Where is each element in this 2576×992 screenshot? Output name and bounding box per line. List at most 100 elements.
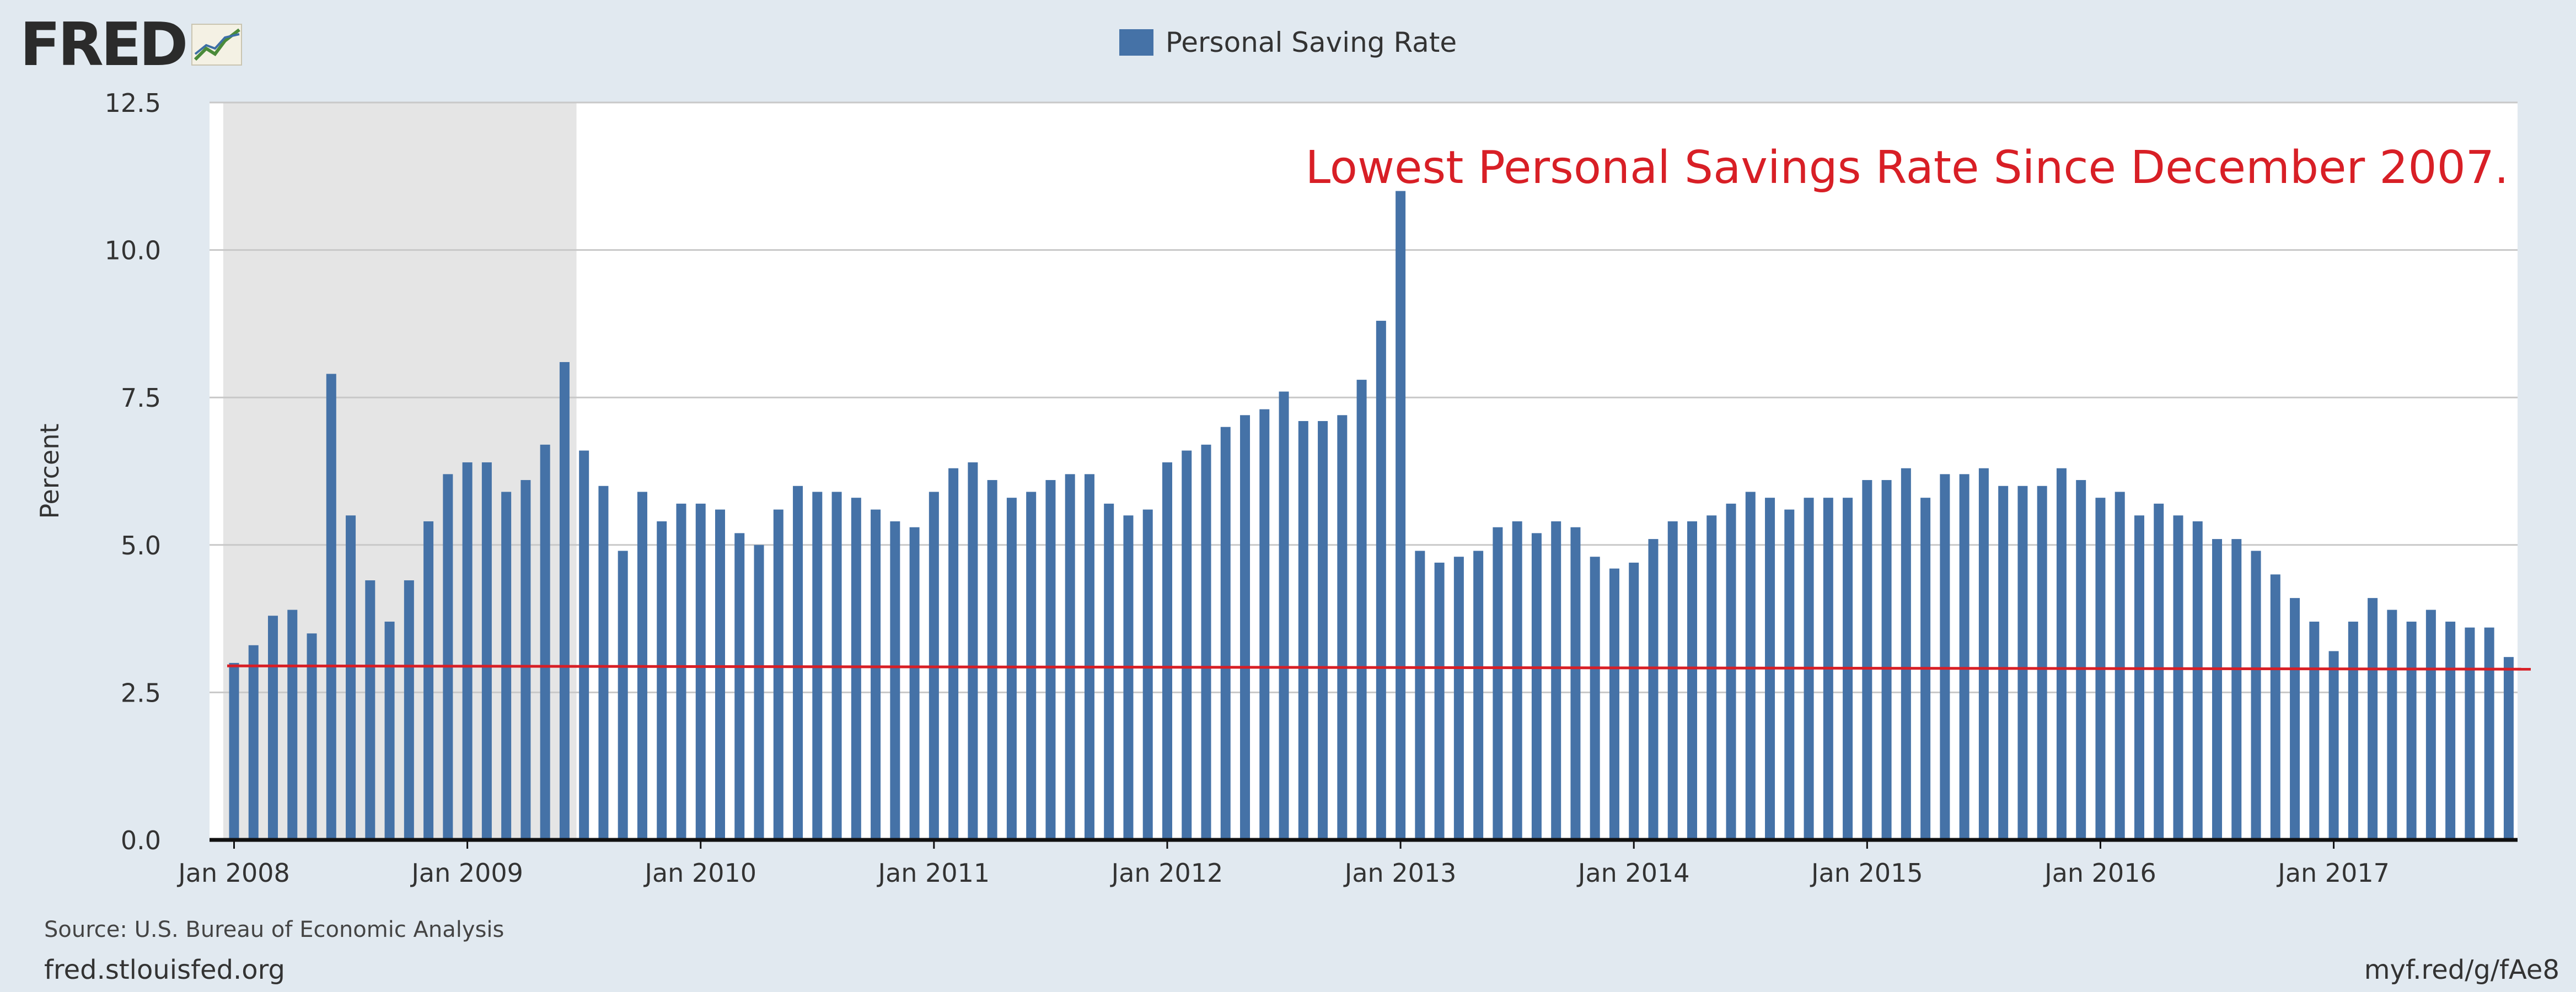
bar xyxy=(1396,191,1406,840)
bar xyxy=(1531,533,1542,840)
bar xyxy=(2115,492,2125,840)
bar xyxy=(2290,598,2300,840)
x-tick-label: Jan 2010 xyxy=(643,858,756,888)
x-tick-label: Jan 2016 xyxy=(2043,858,2156,888)
bar xyxy=(1629,562,1639,840)
bar xyxy=(773,509,783,840)
logo-text: FRED xyxy=(20,10,188,79)
bar xyxy=(1551,521,1561,840)
y-tick-label: 7.5 xyxy=(121,383,161,413)
bar xyxy=(2134,515,2144,840)
bar xyxy=(1376,321,1386,840)
bar xyxy=(268,616,278,840)
bar xyxy=(384,621,395,840)
bar xyxy=(443,474,453,840)
bar xyxy=(307,633,317,840)
x-tick-label: Jan 2012 xyxy=(1110,858,1223,888)
bar xyxy=(1998,486,2009,840)
bar xyxy=(2328,651,2339,840)
bar xyxy=(2231,539,2242,840)
bar xyxy=(1881,480,1892,840)
x-tick-label: Jan 2013 xyxy=(1343,858,1457,888)
bar xyxy=(2309,621,2320,840)
bar xyxy=(1745,492,1756,840)
bar xyxy=(1162,462,1172,840)
bar xyxy=(404,580,414,840)
chart-annotation: Lowest Personal Savings Rate Since Decem… xyxy=(1306,142,2509,194)
bar xyxy=(2368,598,2378,840)
bar xyxy=(695,503,706,840)
y-tick-label: 0.0 xyxy=(121,826,161,855)
x-tick-label: Jan 2017 xyxy=(2276,858,2390,888)
bar xyxy=(1784,509,1795,840)
bar xyxy=(987,480,997,840)
bar xyxy=(2173,515,2183,840)
bar xyxy=(326,374,336,840)
bar xyxy=(462,462,473,840)
bar xyxy=(1590,557,1600,840)
y-tick-label: 2.5 xyxy=(121,678,161,708)
bar xyxy=(1648,539,1659,840)
short-link[interactable]: myf.red/g/fAe8 xyxy=(2364,955,2559,985)
fred-logo[interactable]: FRED xyxy=(20,15,245,75)
bar xyxy=(851,498,861,840)
bar xyxy=(1959,474,1969,840)
bar xyxy=(229,662,239,840)
bar xyxy=(365,580,375,840)
bar xyxy=(1667,521,1678,840)
bar xyxy=(1084,474,1094,840)
bar xyxy=(1940,474,1950,840)
legend: Personal Saving Rate xyxy=(0,26,2576,58)
bar xyxy=(2154,503,2164,840)
bar xyxy=(346,515,356,840)
bar xyxy=(2445,621,2456,840)
bar xyxy=(1473,551,1484,840)
bar xyxy=(2251,551,2261,840)
source-note: Source: U.S. Bureau of Economic Analysis xyxy=(44,917,505,942)
bar xyxy=(948,468,959,840)
legend-swatch xyxy=(1119,29,1153,56)
bar xyxy=(657,521,667,840)
x-tick-label: Jan 2009 xyxy=(410,858,523,888)
bar xyxy=(1687,521,1697,840)
y-tick-label: 10.0 xyxy=(105,236,161,266)
x-tick-label: Jan 2014 xyxy=(1576,858,1690,888)
fred-line-chart-icon xyxy=(190,21,245,69)
bar xyxy=(1706,515,1717,840)
bar xyxy=(1065,474,1075,840)
bar xyxy=(2387,610,2397,840)
bar xyxy=(1123,515,1134,840)
bar xyxy=(540,444,550,840)
bar xyxy=(1415,551,1425,840)
bar xyxy=(1609,568,1619,840)
bar xyxy=(1104,503,1114,840)
bar xyxy=(2056,468,2067,840)
bar xyxy=(2425,610,2436,840)
legend-label: Personal Saving Rate xyxy=(1165,26,1457,58)
bar xyxy=(734,533,745,840)
bar xyxy=(890,521,900,840)
bar xyxy=(1006,498,1017,840)
bar xyxy=(2037,486,2047,840)
bar xyxy=(2503,657,2514,840)
bar xyxy=(1570,527,1581,840)
bar xyxy=(248,645,259,840)
bar xyxy=(2484,627,2494,840)
bar xyxy=(754,544,764,840)
bar xyxy=(2017,486,2028,840)
bar xyxy=(1142,509,1153,840)
bar xyxy=(1337,415,1348,840)
bar xyxy=(287,610,298,840)
bar xyxy=(1726,503,1736,840)
bar xyxy=(1298,421,1308,840)
bar xyxy=(598,486,609,840)
bar xyxy=(579,450,589,840)
bar xyxy=(1220,427,1231,840)
bar xyxy=(2212,539,2223,840)
bar xyxy=(1045,480,1056,840)
site-link[interactable]: fred.stlouisfed.org xyxy=(44,955,286,985)
bar xyxy=(1434,562,1445,840)
bar xyxy=(1201,444,1211,840)
bar xyxy=(618,551,628,840)
